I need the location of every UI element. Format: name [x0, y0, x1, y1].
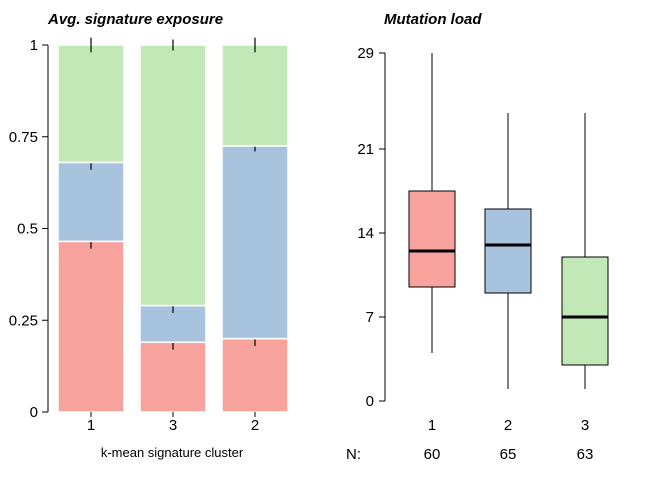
exposure-bar-segment — [139, 44, 207, 307]
exposure-x-ticks: 1 3 2 — [87, 412, 259, 434]
sample-count-value: 63 — [577, 446, 594, 463]
exposure-bar-segment — [221, 44, 289, 147]
box-iqr — [408, 190, 456, 288]
exposure-x-tick-label: 3 — [169, 417, 177, 434]
box-iqr — [484, 208, 532, 294]
sample-counts: 60 65 63 — [424, 446, 594, 463]
mutation-load-y-tick-label: 21 — [357, 141, 374, 158]
mutation-load-x-ticks: 1 2 3 — [428, 417, 589, 434]
mutation-load-y-tick-label: 29 — [357, 45, 374, 62]
exposure-bars — [57, 37, 289, 413]
exposure-bar-segment — [57, 44, 125, 164]
sample-count-value: 60 — [424, 446, 441, 463]
exposure-y-tick-label: 0.25 — [9, 312, 38, 329]
box-iqr — [561, 256, 609, 366]
mutation-load-x-tick-label: 2 — [504, 417, 512, 434]
mutation-load-boxes — [408, 53, 609, 389]
exposure-chart-title: Avg. signature exposure — [47, 11, 223, 28]
mutation-load-title: Mutation load — [384, 11, 482, 28]
exposure-x-tick-label: 2 — [251, 417, 259, 434]
exposure-bar-segment — [221, 337, 289, 413]
exposure-x-tick-label: 1 — [87, 417, 95, 434]
exposure-bar-segment — [221, 145, 289, 340]
exposure-x-axis-label: k-mean signature cluster — [101, 445, 244, 460]
mutation-load-y-ticks: 0 7 14 21 29 — [357, 45, 385, 410]
mutation-load-y-tick-label: 0 — [366, 393, 374, 410]
exposure-bar-segment — [57, 240, 125, 413]
mutation-load-x-tick-label: 1 — [428, 417, 436, 434]
sample-count-label: N: — [346, 446, 361, 463]
exposure-bar-segment — [57, 161, 125, 243]
exposure-y-tick-label: 0 — [30, 404, 38, 421]
exposure-y-tick-label: 0.5 — [17, 221, 38, 238]
exposure-chart: Avg. signature exposure 0 0.25 0.5 0.75 1 1 3… — [9, 11, 289, 460]
exposure-y-ticks: 0 0.25 0.5 0.75 1 — [9, 37, 48, 421]
sample-count-value: 65 — [500, 446, 517, 463]
mutation-load-chart: Mutation load 0 7 14 21 29 1 2 3 N: 60 65 63 — [346, 11, 609, 463]
mutation-load-y-tick-label: 14 — [357, 225, 374, 242]
exposure-y-tick-label: 1 — [30, 37, 38, 54]
mutation-load-x-tick-label: 3 — [581, 417, 589, 434]
exposure-y-tick-label: 0.75 — [9, 129, 38, 146]
exposure-bar-segment — [139, 341, 207, 413]
mutation-load-y-tick-label: 7 — [366, 309, 374, 326]
